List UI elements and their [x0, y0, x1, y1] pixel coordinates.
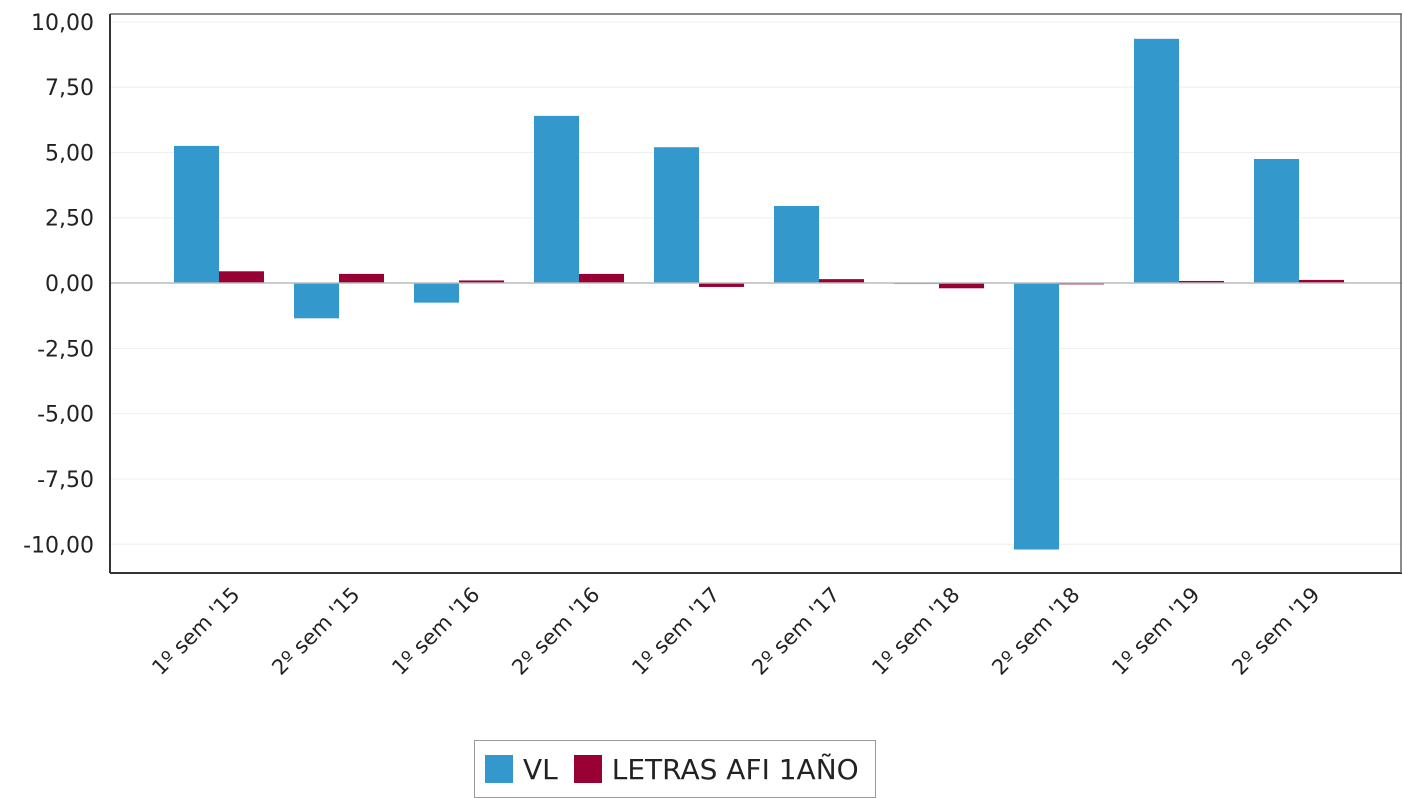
bar-vl[interactable] — [294, 283, 339, 319]
bar-letras[interactable] — [219, 271, 264, 284]
y-tick-label: -2,50 — [37, 337, 94, 362]
bar-chart: 10,00 7,50 5,00 2,50 0,00 -2,50 -5,00 -7,50 -10,… — [23, 11, 1402, 680]
bar-letras[interactable] — [819, 279, 864, 284]
bar-letras[interactable] — [579, 273, 624, 284]
bar-vl[interactable] — [1254, 158, 1299, 284]
y-tick-label: 10,00 — [31, 11, 94, 36]
y-tick-label: 0,00 — [45, 272, 94, 297]
bar-letras[interactable] — [699, 283, 744, 287]
legend-swatch-letras — [573, 755, 602, 783]
y-tick-label: -10,00 — [23, 533, 94, 558]
y-tick-label: 2,50 — [45, 207, 94, 232]
x-tick-label: 2º sem '16 — [507, 583, 604, 680]
x-tick-label: 2º sem '15 — [267, 583, 364, 680]
bar-letras[interactable] — [1179, 280, 1224, 284]
bar-letras[interactable] — [459, 280, 504, 284]
x-tick-label: 1º sem '19 — [1107, 583, 1204, 680]
bar-vl[interactable] — [654, 147, 699, 284]
bar-vl[interactable] — [534, 115, 579, 284]
y-tick-label: -7,50 — [37, 468, 94, 493]
x-tick-label: 1º sem '15 — [147, 583, 244, 680]
y-tick-label: 7,50 — [45, 76, 94, 101]
y-axis-ticks: 10,00 7,50 5,00 2,50 0,00 -2,50 -5,00 -7,50 -10,… — [23, 11, 94, 558]
legend-item-vl[interactable]: VL — [485, 753, 558, 786]
bar-letras[interactable] — [939, 283, 984, 289]
y-tick-label: 5,00 — [45, 141, 94, 166]
x-axis-ticks: 1º sem '15 2º sem '15 1º sem '16 2º sem '16… — [147, 583, 1324, 680]
bar-vl[interactable] — [1014, 283, 1059, 550]
x-tick-label: 1º sem '16 — [387, 583, 484, 680]
bar-vl[interactable] — [1134, 38, 1179, 284]
x-tick-label: 2º sem '17 — [747, 583, 844, 680]
legend-label-letras: LETRAS AFI 1AÑO — [611, 752, 859, 786]
x-tick-label: 2º sem '19 — [1227, 583, 1324, 680]
legend-item-letras[interactable]: LETRAS AFI 1AÑO — [573, 752, 859, 786]
bar-vl[interactable] — [414, 283, 459, 303]
legend: VL LETRAS AFI 1AÑO — [474, 740, 876, 798]
bar-vl[interactable] — [774, 205, 819, 284]
x-tick-label: 1º sem '18 — [867, 583, 964, 680]
x-tick-label: 1º sem '17 — [627, 583, 724, 680]
y-tick-label: -5,00 — [37, 403, 94, 428]
legend-label-vl: VL — [523, 752, 558, 786]
bar-vl[interactable] — [174, 145, 219, 284]
legend-swatch-vl — [485, 755, 513, 783]
bar-letras[interactable] — [1299, 279, 1344, 284]
x-tick-label: 2º sem '18 — [987, 583, 1084, 680]
bars — [174, 38, 1344, 550]
bar-letras[interactable] — [339, 273, 384, 284]
